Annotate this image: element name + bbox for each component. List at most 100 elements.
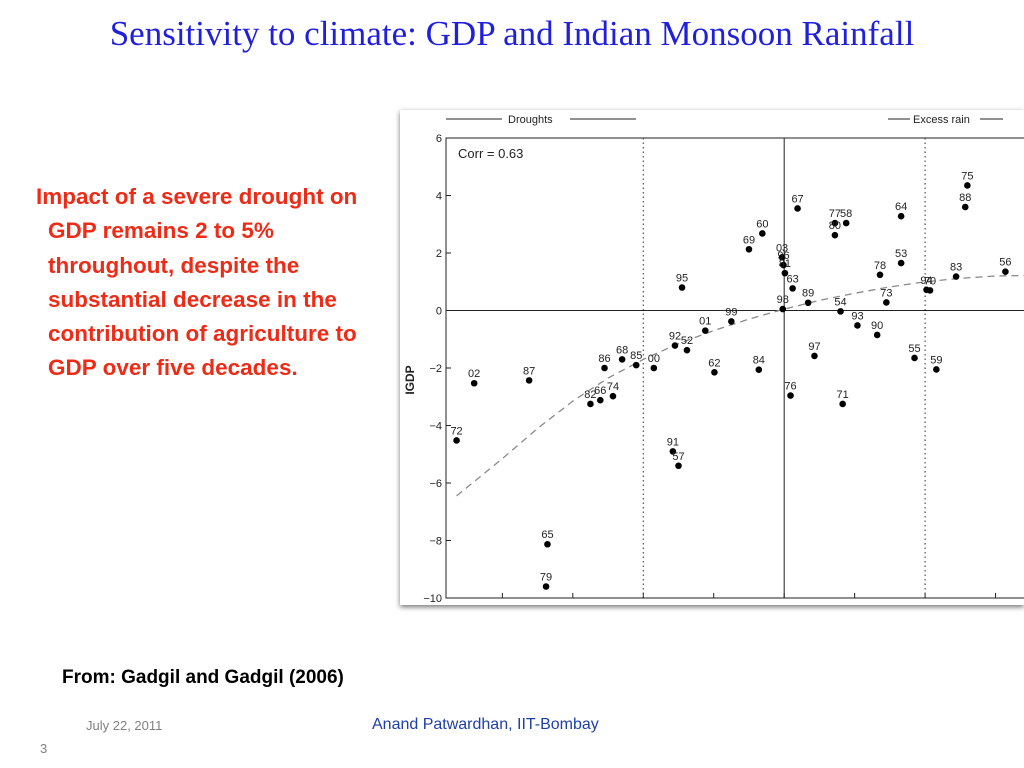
point-label: 82	[584, 389, 596, 401]
point-label: 84	[753, 355, 765, 367]
point-label: 59	[930, 354, 942, 366]
point-label: 89	[802, 288, 814, 300]
point-label: 03	[776, 242, 788, 254]
point-label: 68	[616, 344, 628, 356]
data-point	[961, 203, 969, 211]
data-point	[837, 308, 844, 315]
data-point	[952, 273, 960, 280]
data-point	[811, 352, 818, 360]
data-point	[804, 299, 812, 307]
data-point	[671, 342, 679, 349]
data-point	[1002, 268, 1009, 275]
data-point	[745, 245, 753, 253]
point-label: 69	[743, 234, 755, 246]
point-label: 90	[871, 320, 883, 332]
point-label: 56	[999, 257, 1011, 269]
y-tick-label: −2	[429, 363, 442, 375]
fit-curve	[456, 274, 1024, 497]
footer-date: July 22, 2011	[86, 718, 163, 733]
point-label: 83	[950, 262, 962, 274]
data-point	[839, 400, 846, 408]
point-label: 65	[541, 529, 553, 541]
y-tick-label: 0	[436, 306, 442, 318]
data-point	[883, 299, 890, 306]
point-label: 02	[468, 368, 480, 380]
data-point	[794, 205, 801, 212]
point-label: 74	[607, 381, 619, 393]
data-point	[632, 361, 640, 369]
point-label: 66	[594, 385, 606, 397]
point-label: 00	[648, 353, 660, 365]
point-label: 01	[699, 316, 711, 328]
point-label: 60	[756, 218, 768, 230]
point-label: 81	[779, 258, 791, 270]
y-tick-label: −8	[429, 536, 442, 548]
point-label: 58	[840, 208, 852, 220]
point-label: 75	[961, 170, 973, 182]
y-tick-label: −10	[423, 593, 442, 605]
data-point	[778, 254, 786, 261]
data-point	[728, 318, 735, 325]
point-label: 93	[851, 310, 863, 322]
data-point	[453, 437, 460, 444]
correlation-annotation: Corr = 0.63	[458, 146, 523, 161]
point-label: 94	[920, 275, 932, 287]
data-point	[781, 269, 789, 277]
slide-number: 3	[40, 741, 48, 756]
point-label: 67	[791, 193, 803, 205]
data-point	[759, 230, 766, 237]
bullet-text: Impact of a severe drought on GDP remain…	[36, 184, 358, 381]
scatter-figure: Droughts Excess rain 6 4 2 0 −2 −4 −6 −8 −10 75 8…	[400, 110, 1024, 605]
point-label: 63	[787, 273, 799, 285]
data-point	[701, 327, 709, 334]
point-label: 99	[725, 306, 737, 318]
point-label: 88	[959, 192, 971, 204]
point-label: 64	[895, 201, 907, 213]
data-point	[669, 448, 677, 455]
data-point	[873, 331, 881, 339]
data-point	[711, 369, 718, 376]
point-label: 86	[598, 353, 610, 365]
data-point	[596, 396, 604, 404]
point-label: 98	[777, 294, 789, 306]
point-label: 62	[708, 357, 720, 369]
y-tick-label: 6	[436, 133, 442, 145]
fit-curve-group	[456, 274, 1024, 497]
reference-lines	[446, 138, 1024, 598]
data-point	[964, 182, 971, 189]
point-label: 70	[924, 275, 936, 287]
data-point	[525, 377, 533, 384]
point-label: 53	[895, 248, 907, 260]
data-point	[787, 392, 794, 399]
data-point	[933, 366, 940, 373]
footer-author: Anand Patwardhan, IIT-Bombay	[372, 716, 599, 733]
data-point	[618, 356, 626, 363]
point-label: 91	[667, 436, 679, 448]
data-point	[678, 284, 686, 291]
data-point	[831, 219, 839, 227]
point-label: 55	[908, 343, 920, 355]
data-point	[755, 366, 763, 374]
legend-droughts: Droughts	[508, 114, 553, 126]
data-point	[650, 364, 658, 372]
data-point	[780, 261, 787, 269]
data-point	[675, 462, 682, 470]
data-point	[911, 354, 918, 362]
data-point	[897, 259, 905, 267]
point-label: 79	[540, 572, 552, 584]
data-point	[609, 392, 617, 400]
y-tick-label: −6	[429, 478, 442, 490]
slide-title: Sensitivity to climate: GDP and Indian M…	[109, 14, 915, 53]
y-axis-label: IGDP	[403, 365, 417, 394]
data-point	[831, 231, 839, 239]
point-label: 96	[777, 250, 789, 262]
point-label: 72	[450, 425, 462, 437]
data-point	[897, 212, 905, 220]
point-label: 87	[523, 365, 535, 377]
data-point	[544, 540, 551, 548]
data-point	[779, 305, 787, 313]
point-label: 71	[837, 389, 849, 401]
